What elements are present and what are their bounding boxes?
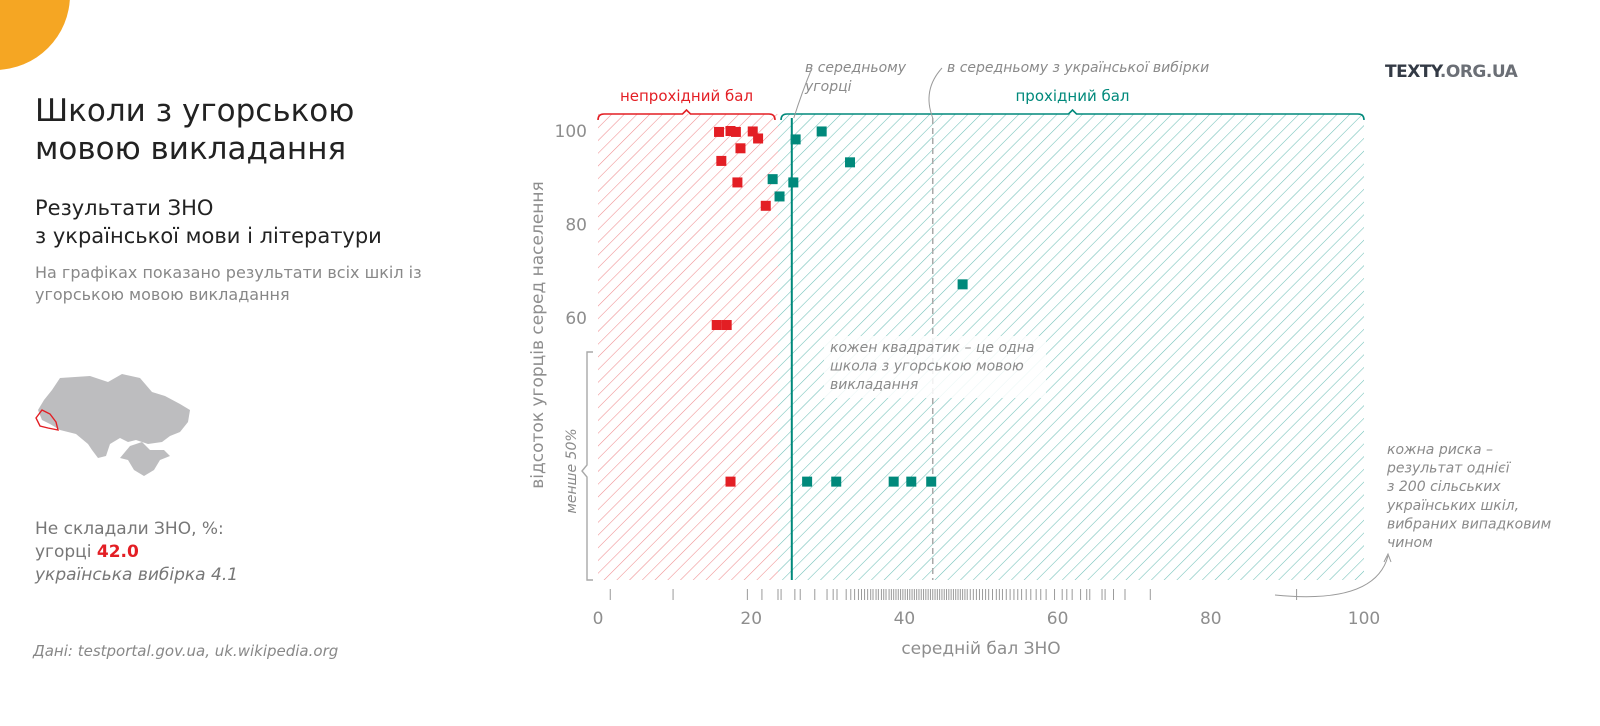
school-point xyxy=(725,476,736,487)
x-tick-label: 80 xyxy=(1200,609,1222,629)
title-line: Школи з угорською xyxy=(35,93,355,129)
under50-bracket xyxy=(581,351,593,581)
x-tick-label: 20 xyxy=(740,609,762,629)
school-point xyxy=(831,476,842,487)
fail-bracket xyxy=(597,108,776,121)
zakarpattia-highlight xyxy=(35,409,59,431)
x-axis-label: середній бал ЗНО xyxy=(901,639,1060,659)
under50-label: менше 50% xyxy=(564,428,580,513)
school-point xyxy=(747,126,758,137)
y-tick-label: 80 xyxy=(565,216,587,236)
data-source: Дані: testportal.gov.ua, uk.wikipedia.or… xyxy=(33,642,339,660)
page-title: Школи з угорською мовою викладання xyxy=(35,92,354,168)
logo-part: .ORG.UA xyxy=(1439,62,1518,82)
x-tick-label: 0 xyxy=(593,609,604,629)
arrow-icon xyxy=(928,67,943,119)
x-tick-label: 40 xyxy=(894,609,916,629)
pass-bracket xyxy=(780,108,1365,121)
rug-note: чином xyxy=(1387,535,1433,551)
arrowhead-icon xyxy=(1383,552,1392,563)
school-point xyxy=(732,177,743,188)
hungarians-label: угорці xyxy=(35,542,92,562)
y-tick-label: 100 xyxy=(555,122,587,142)
y-axis-label: відсоток угорців серед населення xyxy=(528,181,548,488)
fail-bracket-label: непрохідний бал xyxy=(620,87,753,105)
school-point xyxy=(711,320,722,331)
squares-note: школа з угорською мовою xyxy=(830,359,1024,375)
ukr-sample-value: 4.1 xyxy=(211,565,239,585)
school-point xyxy=(926,476,937,487)
mean-ukrainian-note: в середньому з української вибірки xyxy=(947,60,1209,76)
arrow-icon xyxy=(1274,555,1389,598)
rug-note: українських шкіл, xyxy=(1386,498,1519,514)
squares-note: викладання xyxy=(830,377,918,393)
texty-logo[interactable]: TEXTY.ORG.UA xyxy=(1385,62,1518,82)
school-point xyxy=(790,134,801,145)
school-point xyxy=(774,191,785,202)
rug-note: результат однієї xyxy=(1386,461,1512,477)
rug-note: з 200 сільських xyxy=(1387,479,1501,495)
school-point xyxy=(802,476,813,487)
description-line: На графіках показано результати всіх шкі… xyxy=(35,263,422,282)
school-point xyxy=(716,155,727,166)
pass-bracket-label: прохідний бал xyxy=(1015,87,1129,105)
school-point xyxy=(735,143,746,154)
school-point xyxy=(725,126,736,136)
school-point xyxy=(957,279,968,290)
ukr-sample-label: українська вибірка xyxy=(35,565,206,585)
school-point xyxy=(753,133,764,144)
stats-label: Не складали ЗНО, %: xyxy=(35,519,224,539)
school-point xyxy=(816,126,827,137)
subtitle-line: з української мови і літератури xyxy=(35,224,382,248)
ukraine-map-icon xyxy=(35,374,190,476)
description: На графіках показано результати всіх шкі… xyxy=(35,262,422,306)
subtitle: Результати ЗНО з української мови і літе… xyxy=(35,194,382,250)
mean-hungarian-note: в середньому xyxy=(805,60,907,76)
school-point xyxy=(888,476,899,487)
school-point xyxy=(845,157,856,168)
y-tick-label: 60 xyxy=(565,309,587,329)
school-point xyxy=(730,126,741,137)
hungarians-value: 42.0 xyxy=(96,542,139,562)
school-point xyxy=(767,174,778,185)
title-line: мовою викладання xyxy=(35,131,347,167)
description-line: угорською мовою викладання xyxy=(35,285,290,304)
rug-note: вибраних випадковим xyxy=(1387,516,1552,532)
x-tick-label: 60 xyxy=(1047,609,1069,629)
school-point xyxy=(760,200,771,211)
school-point xyxy=(721,320,732,331)
logo-part: TEXTY xyxy=(1385,62,1440,82)
squares-note: кожен квадратик – це одна xyxy=(830,340,1034,356)
arrow-icon xyxy=(793,67,813,119)
school-point xyxy=(714,126,725,137)
subtitle-line: Результати ЗНО xyxy=(35,196,214,220)
x-tick-label: 100 xyxy=(1348,609,1380,629)
note-background xyxy=(824,336,1046,398)
not-taken-stats: Не складали ЗНО, %: угорці 42.0 українсь… xyxy=(35,518,238,587)
fail-zone xyxy=(598,114,779,580)
rug-note: кожна риска – xyxy=(1387,442,1493,458)
school-point xyxy=(788,177,799,188)
school-point xyxy=(906,476,917,487)
mean-hungarian-note: угорці xyxy=(804,79,852,95)
